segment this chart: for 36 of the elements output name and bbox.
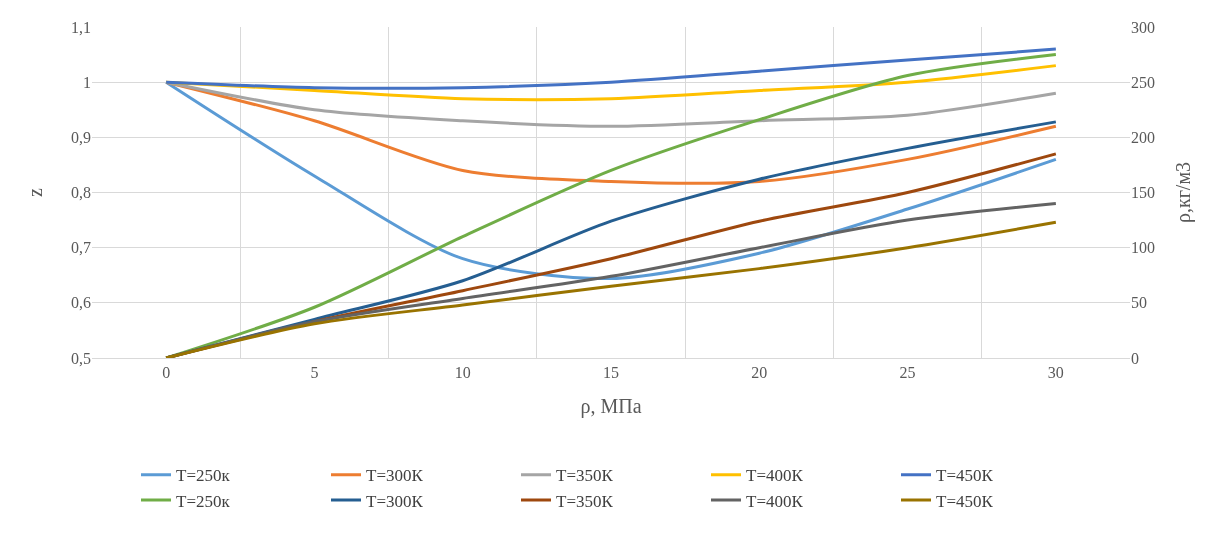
x-tick-label: 10 — [454, 364, 471, 382]
x-tick-label: 15 — [603, 364, 619, 382]
x-tick-label: 5 — [310, 364, 319, 382]
y2-tick-label: 0 — [1131, 349, 1139, 367]
y2-tick-label: 200 — [1131, 128, 1155, 146]
legend-label: T=400К — [746, 466, 804, 486]
x-tick-label: 25 — [899, 364, 916, 382]
y2-tick-label: 150 — [1131, 184, 1155, 202]
x-tick-label: 20 — [751, 364, 768, 382]
y-axis-title: z — [24, 187, 46, 197]
y-tick-label: 1,1 — [71, 18, 91, 36]
line-series — [164, 47, 1058, 90]
x-axis-title: ρ, МПа — [580, 394, 642, 418]
legend-label: T=250к — [176, 466, 231, 486]
x-tick-label: 0 — [162, 364, 171, 382]
y-tick-label: 0,7 — [71, 239, 91, 257]
y2-tick-label: 250 — [1131, 73, 1155, 91]
legend-label: T=450К — [936, 466, 994, 486]
legend-label: T=450К — [936, 491, 994, 511]
legend-label: T=250к — [176, 491, 231, 511]
y2-axis-title: ρ,кг/м3 — [1172, 161, 1195, 224]
y2-tick-label: 50 — [1131, 294, 1147, 312]
y-tick-label: 0,5 — [71, 349, 91, 367]
y2-tick-label: 100 — [1131, 239, 1155, 257]
y-tick-label: 0,9 — [71, 128, 91, 146]
legend-label: T=300К — [366, 466, 424, 486]
y-tick-label: 0,6 — [71, 294, 91, 312]
y-tick-label: 1 — [83, 73, 91, 91]
y-tick-label: 0,8 — [71, 184, 91, 202]
legend-label: T=350К — [556, 491, 614, 511]
y2-tick-label: 300 — [1131, 18, 1155, 36]
line-series — [164, 80, 1058, 281]
legend-label: T=400К — [746, 491, 804, 511]
legend-label: T=350К — [556, 466, 614, 486]
x-tick-label: 30 — [1047, 364, 1064, 382]
legend-label: T=300К — [366, 491, 424, 511]
